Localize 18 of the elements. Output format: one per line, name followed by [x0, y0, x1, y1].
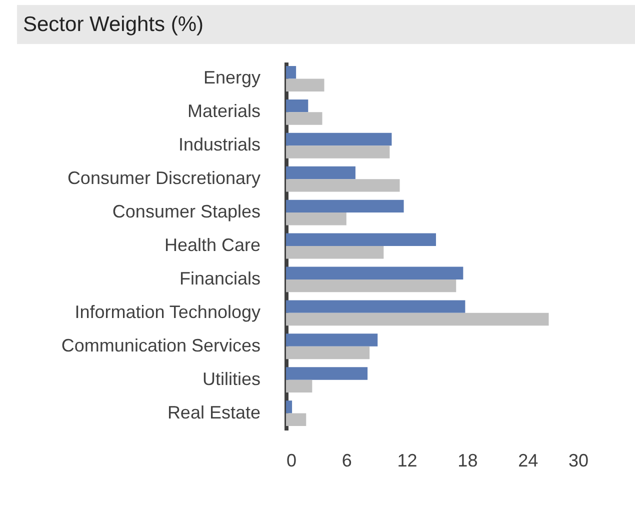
text: Sector Weights (%) — [17, 5, 635, 44]
y-tick-label: Communication Services — [61, 335, 260, 356]
x-tick-label: 0 — [286, 450, 297, 470]
y-tick-label: Energy — [203, 68, 260, 88]
y-tick-label: Utilities — [202, 368, 260, 389]
x-tick-label: 30 — [568, 450, 588, 470]
y-tick-label: Consumer Discretionary — [67, 168, 260, 188]
x-tick-label: 24 — [518, 450, 538, 470]
y-tick-label: Materials — [187, 101, 260, 122]
y-tick-label: Real Estate — [167, 402, 260, 422]
x-tick-label: 12 — [397, 450, 418, 470]
y-tick-label: Health Care — [164, 235, 260, 255]
y-tick-label: Consumer Staples — [112, 202, 260, 222]
y-tick-label: Industrials — [178, 134, 260, 155]
x-tick-label: 18 — [458, 450, 478, 470]
y-tick-label: Information Technology — [74, 302, 260, 322]
x-tick-label: 6 — [342, 450, 352, 470]
y-tick-label: Financials — [179, 268, 260, 288]
